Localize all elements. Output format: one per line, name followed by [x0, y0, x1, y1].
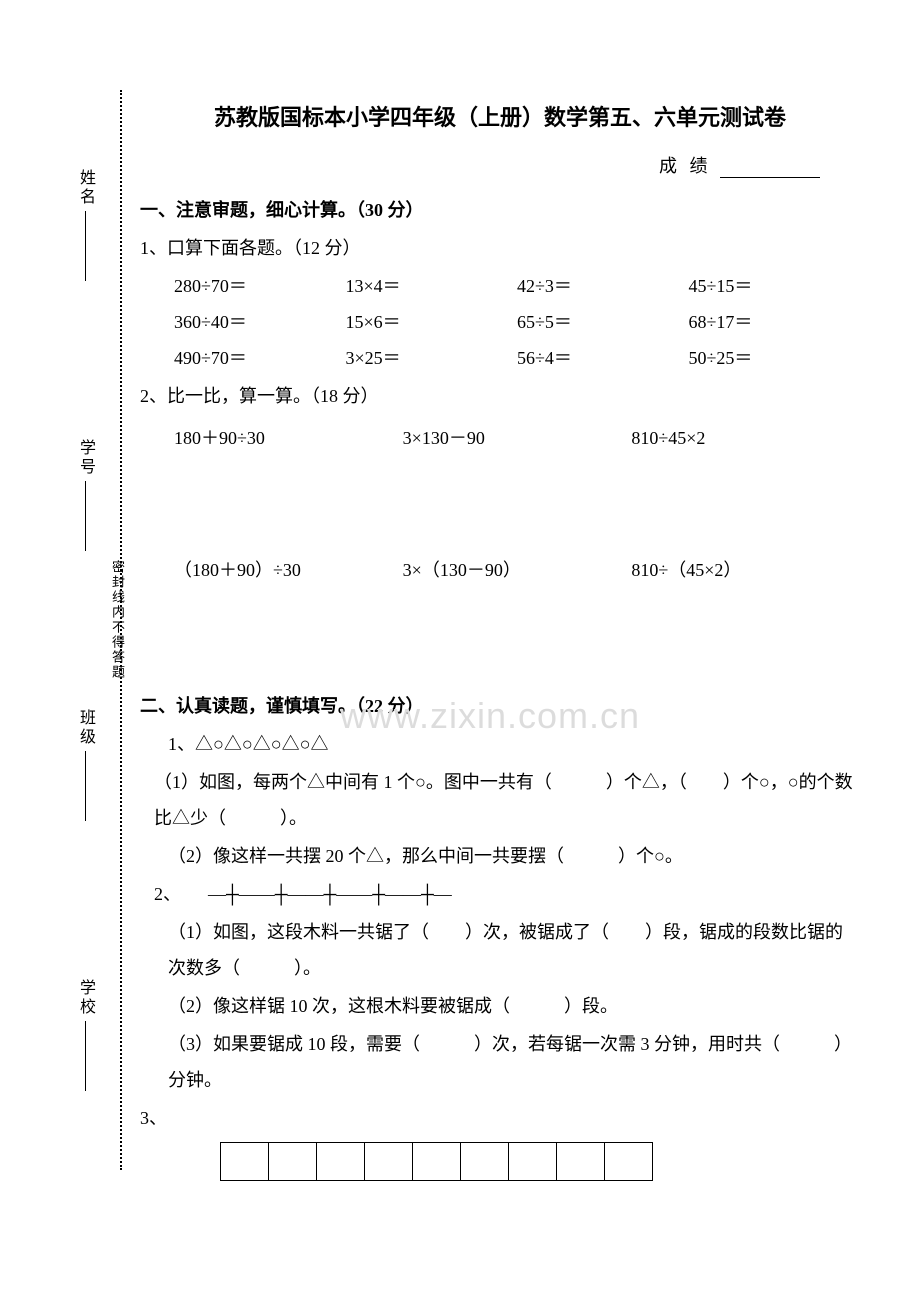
q2-2-shapes: 2、 —┼——┼——┼——┼——┼— — [154, 876, 860, 912]
calc-cell: 50÷25＝ — [689, 340, 861, 376]
table-row — [221, 1143, 653, 1181]
calc-row: 490÷70＝ 3×25＝ 56÷4＝ 50÷25＝ — [174, 340, 860, 376]
calc-cell: 3×130－90 — [403, 420, 632, 456]
field-name: 姓名 — [73, 169, 97, 281]
calc-cell: 65÷5＝ — [517, 304, 689, 340]
calc-row: 180＋90÷30 3×130－90 810÷45×2 — [174, 420, 860, 456]
table-cell — [317, 1143, 365, 1181]
q2-3-table — [220, 1142, 653, 1181]
score-label: 成 绩 — [659, 156, 712, 176]
field-class: 班级 — [73, 709, 97, 821]
q1-1-title: 1、口算下面各题。（12 分） — [140, 230, 860, 266]
calc-cell: 42÷3＝ — [517, 268, 689, 304]
table-cell — [557, 1143, 605, 1181]
page-title: 苏教版国标本小学四年级（上册）数学第五、六单元测试卷 — [140, 100, 860, 132]
calc-cell: 180＋90÷30 — [174, 420, 403, 456]
calc-cell: 56÷4＝ — [517, 340, 689, 376]
table-cell — [269, 1143, 317, 1181]
calc-cell: 3×（130－90） — [403, 552, 632, 588]
table-cell — [365, 1143, 413, 1181]
q1-2-title: 2、比一比，算一算。（18 分） — [140, 378, 860, 414]
calc-row: 280÷70＝ 13×4＝ 42÷3＝ 45÷15＝ — [174, 268, 860, 304]
calc-row: 360÷40＝ 15×6＝ 65÷5＝ 68÷17＝ — [174, 304, 860, 340]
table-cell — [413, 1143, 461, 1181]
work-space — [140, 588, 860, 678]
calc-cell: 3×25＝ — [346, 340, 518, 376]
score-line: 成 绩 — [140, 152, 820, 178]
calc-cell: 810÷（45×2） — [631, 552, 860, 588]
calc-cell: 45÷15＝ — [689, 268, 861, 304]
q2-3-label: 3、 — [140, 1100, 860, 1136]
watermark: www.zixin.com.cn — [340, 695, 640, 737]
calc-row: （180＋90）÷30 3×（130－90） 810÷（45×2） — [174, 552, 860, 588]
calc-cell: 490÷70＝ — [174, 340, 346, 376]
field-school: 学校 — [73, 979, 97, 1091]
q2-2-2: （2）像这样锯 10 次，这根木料要被锯成（ ）段。 — [168, 988, 860, 1024]
calc-cell: 13×4＝ — [346, 268, 518, 304]
calc-cell: 810÷45×2 — [631, 420, 860, 456]
seal-note: 密封线内不得答题 — [108, 560, 127, 680]
calc-cell: （180＋90）÷30 — [174, 552, 403, 588]
table-cell — [509, 1143, 557, 1181]
score-blank — [720, 177, 820, 178]
calc-cell: 280÷70＝ — [174, 268, 346, 304]
table-cell — [605, 1143, 653, 1181]
calc-cell: 68÷17＝ — [689, 304, 861, 340]
calc-cell: 360÷40＝ — [174, 304, 346, 340]
q2-2-1: （1）如图，这段木料一共锯了（ ）次，被锯成了（ ）段，锯成的段数比锯的次数多（… — [168, 914, 860, 986]
q2-2-3: （3）如果要锯成 10 段，需要（ ）次，若每锯一次需 3 分钟，用时共（ ）分… — [168, 1026, 860, 1098]
work-space — [140, 456, 860, 546]
q2-1-2: （2）像这样一共摆 20 个△，那么中间一共要摆（ ）个○。 — [168, 838, 860, 874]
table-cell — [221, 1143, 269, 1181]
field-number: 学号 — [73, 439, 97, 551]
page-content: 苏教版国标本小学四年级（上册）数学第五、六单元测试卷 成 绩 一、注意审题，细心… — [140, 90, 860, 1181]
q2-1-1: （1）如图，每两个△中间有 1 个○。图中一共有（ ）个△，（ ）个○，○的个数… — [154, 764, 860, 836]
section1-title: 一、注意审题，细心计算。（30 分） — [140, 196, 860, 222]
calc-cell: 15×6＝ — [346, 304, 518, 340]
table-cell — [461, 1143, 509, 1181]
